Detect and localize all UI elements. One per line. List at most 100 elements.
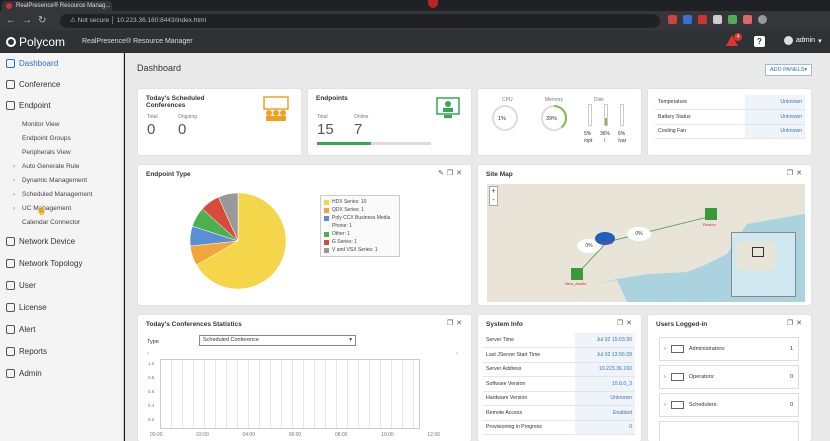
- sidebar-item-dashboard[interactable]: Dashboard: [6, 59, 58, 68]
- user-menu[interactable]: admin ▾: [784, 36, 822, 45]
- profile-avatar-icon[interactable]: [758, 15, 767, 24]
- sidebar-label: Dashboard: [19, 59, 59, 68]
- sidebar-item-license[interactable]: License: [6, 303, 47, 312]
- sidebar-sub-dynamic-management[interactable]: › Dynamic Management: [13, 177, 87, 184]
- legend-item[interactable]: G Series: 1: [324, 238, 396, 246]
- list-item[interactable]: › Administrators: 1: [659, 337, 799, 361]
- table-row: Server Address 10.223.36.160: [483, 362, 635, 377]
- extension-icon[interactable]: [668, 15, 677, 24]
- extension-icon[interactable]: [728, 15, 737, 24]
- sidebar-item-user[interactable]: User: [6, 281, 36, 290]
- close-icon[interactable]: ✕: [456, 170, 465, 177]
- sidebar-sub-calendar-connector[interactable]: Calendar Connector: [22, 219, 81, 226]
- extension-icon[interactable]: [743, 15, 752, 24]
- close-icon[interactable]: ✕: [456, 320, 465, 327]
- info-value: 10.8.0_3: [575, 376, 635, 392]
- alert-icon[interactable]: [726, 35, 738, 46]
- help-icon[interactable]: ?: [754, 36, 765, 47]
- sidebar-item-alert[interactable]: Alert: [6, 325, 35, 334]
- map-canvas[interactable]: + - 0% 0% Jacinto Reston New_Austin: [487, 184, 805, 302]
- sidebar-sub-auto-generate-rule[interactable]: › Auto Generate Rule: [13, 163, 79, 170]
- sidebar-item-network-device[interactable]: Network Device: [6, 237, 75, 246]
- close-icon[interactable]: ✕: [626, 320, 635, 327]
- sidebar-sub-uc-management[interactable]: › UC Management: [13, 205, 71, 212]
- zoom-in-button[interactable]: +: [491, 188, 496, 195]
- building-icon[interactable]: [571, 268, 583, 280]
- sidebar-sub-peripherals-view[interactable]: Peripherals View: [22, 149, 71, 156]
- info-value: Unknown: [575, 391, 635, 406]
- sidebar-item-admin[interactable]: Admin: [6, 369, 42, 378]
- disk-root-bar: [604, 104, 608, 126]
- sub-label: Scheduled Management: [22, 191, 93, 198]
- back-icon[interactable]: ←: [6, 15, 16, 26]
- hardware-status-table: Temperature Unknown Battery Status Unknown…: [655, 95, 805, 139]
- cloud-icon[interactable]: [595, 232, 615, 245]
- role-label: Schedulers:: [688, 402, 718, 408]
- app-header: Polycom RealPresence® Resource Manager 4…: [0, 31, 830, 53]
- info-key: Server Time: [483, 333, 575, 348]
- extension-icon[interactable]: [713, 15, 722, 24]
- status-key: Cooling Fan: [655, 124, 745, 139]
- type-select[interactable]: Scheduled Conference ▾: [199, 335, 356, 346]
- maximize-icon[interactable]: ❐: [446, 320, 457, 327]
- caret-right-icon: ›: [13, 191, 16, 198]
- y-tick: 0.4: [148, 403, 155, 408]
- edit-icon[interactable]: ✎: [437, 170, 447, 177]
- reload-icon[interactable]: ↻: [38, 15, 47, 26]
- extension-icon[interactable]: [683, 15, 692, 24]
- info-key: Server Address: [483, 362, 575, 377]
- pie-slice-0[interactable]: [196, 192, 287, 290]
- sidebar-item-network-topology[interactable]: Network Topology: [6, 259, 82, 268]
- panel-title: Site Map: [486, 171, 513, 178]
- add-panels-button[interactable]: ADD PANELS▾: [765, 64, 813, 76]
- legend-item[interactable]: Poly CCX Business Media Phone: 1: [324, 214, 396, 230]
- sidebar-item-reports[interactable]: Reports: [6, 347, 47, 356]
- role-count: 1: [789, 346, 793, 352]
- sidebar-item-conference[interactable]: Conference: [6, 80, 60, 89]
- legend-swatch: [324, 215, 329, 221]
- online-progress-fill: [317, 142, 371, 145]
- map-overview-inset[interactable]: [731, 232, 796, 297]
- address-bar[interactable]: ⚠ Not secure │ 10.223.36.160:8443/index.…: [60, 14, 660, 28]
- legend-item[interactable]: QDX Series: 1: [324, 206, 396, 214]
- user-avatar-icon: [784, 36, 793, 45]
- legend-item[interactable]: V and VSX Series: 1: [324, 246, 396, 254]
- sidebar-sub-monitor-view[interactable]: Monitor View: [22, 121, 60, 128]
- sidebar-item-endpoint[interactable]: Endpoint: [6, 101, 51, 110]
- scroll-left-icon[interactable]: ‹: [147, 351, 149, 357]
- x-tick: 10:00: [381, 432, 394, 438]
- extension-icon[interactable]: [698, 15, 707, 24]
- hardware-status-panel: Temperature Unknown Battery Status Unknown…: [648, 89, 811, 155]
- maximize-icon[interactable]: ❐: [446, 170, 457, 177]
- mouse-cursor-icon: ☝: [36, 205, 48, 215]
- x-tick: 00:00: [150, 432, 163, 438]
- list-item[interactable]: › Schedulers: 0: [659, 393, 799, 417]
- alert-icon: [6, 325, 15, 334]
- zoom-out-button[interactable]: -: [492, 197, 495, 204]
- pie-slice-5[interactable]: [218, 192, 239, 242]
- conference-people-icon: [263, 96, 289, 121]
- list-item[interactable]: › Operators: 0: [659, 365, 799, 389]
- close-icon[interactable]: ✕: [796, 170, 805, 177]
- sidebar-sub-scheduled-management[interactable]: › Scheduled Management: [13, 191, 93, 198]
- browser-tabbar: RealPresence® Resource Manag...: [0, 0, 830, 11]
- ongoing-value: 0: [178, 121, 187, 138]
- table-row: Last JServer Start Time Jul 02 13:56:28: [483, 347, 635, 363]
- forward-icon[interactable]: →: [22, 15, 32, 26]
- list-item[interactable]: [659, 421, 799, 441]
- browser-tab[interactable]: RealPresence® Resource Manag...: [2, 1, 112, 11]
- scroll-right-icon[interactable]: ›: [456, 351, 458, 357]
- panel-title: Endpoint Type: [146, 171, 191, 178]
- legend-item[interactable]: Other: 1: [324, 230, 396, 238]
- table-row: Remote Access Enabled: [483, 405, 635, 421]
- sidebar-sub-endpoint-groups[interactable]: Endpoint Groups: [22, 135, 71, 142]
- maximize-icon[interactable]: ❐: [786, 170, 797, 177]
- maximize-icon[interactable]: ❐: [786, 320, 797, 327]
- role-label: Administrators:: [688, 346, 726, 352]
- extension-icons: [668, 15, 818, 26]
- monitor-icon: [670, 373, 684, 381]
- building-icon[interactable]: [705, 208, 717, 220]
- close-icon[interactable]: ✕: [796, 320, 805, 327]
- legend-item[interactable]: HDX Series: 10: [324, 198, 396, 206]
- maximize-icon[interactable]: ❐: [616, 320, 627, 327]
